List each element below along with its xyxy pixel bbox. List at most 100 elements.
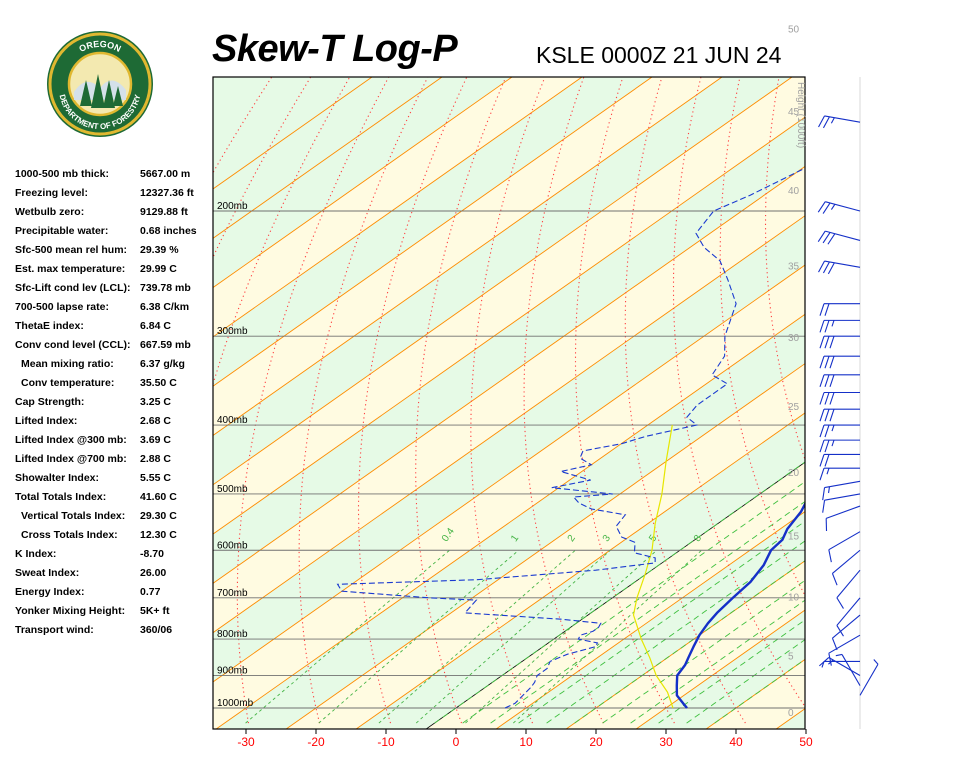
index-value: 29.99 C	[140, 263, 177, 275]
wind-barb-flag	[819, 454, 825, 467]
index-value: 3.69 C	[140, 434, 171, 446]
wind-barb	[828, 634, 861, 666]
index-label: Showalter Index:	[15, 472, 100, 484]
dry-adiabat	[415, 77, 507, 724]
pressure-label: 600mb	[217, 540, 248, 551]
wind-barb-flag	[827, 233, 836, 245]
mixing-ratio-line	[245, 549, 450, 724]
mixing-ratio-line	[512, 549, 702, 724]
wind-barb-flag	[829, 392, 835, 405]
x-tick-label: 30	[659, 735, 673, 749]
index-value: 0.77	[140, 586, 161, 598]
height-tick-label: 20	[788, 468, 800, 479]
index-label: K Index:	[15, 548, 57, 560]
mixing-ratio-label: 3	[601, 533, 613, 544]
index-value: 6.37 g/kg	[140, 358, 185, 370]
dewpoint-trace	[336, 167, 805, 709]
wind-barb	[817, 201, 861, 214]
index-value: 12.30 C	[140, 529, 177, 541]
height-tick-label: 40	[788, 186, 800, 197]
wind-barb-flag	[824, 374, 830, 388]
isotherm-line	[213, 165, 805, 584]
wind-barb	[818, 115, 861, 129]
chart-title: Skew-T Log-P	[212, 28, 458, 70]
index-row: Cap Strength: 3.25 C	[15, 396, 215, 415]
pressure-label: 200mb	[217, 201, 248, 212]
x-tick-label: 20	[589, 735, 603, 749]
wind-barb-shaft	[825, 230, 861, 241]
index-label: Wetbulb zero:	[15, 206, 85, 218]
index-value: 2.88 C	[140, 453, 171, 465]
wind-barb	[828, 531, 861, 563]
wind-barb	[831, 549, 861, 586]
index-value: 6.84 C	[140, 320, 171, 332]
wind-barb-flag	[818, 115, 826, 128]
wind-barb-half	[821, 661, 825, 668]
height-tick-label: 45	[788, 107, 800, 118]
wind-barb-flag	[828, 653, 832, 666]
mixing-ratio-label: 2	[566, 533, 578, 544]
index-row: Conv cond level (CCL): 667.59 mb	[15, 339, 215, 358]
station-time-label: KSLE 0000Z 21 JUN 24	[536, 42, 782, 68]
wind-barb-shaft	[824, 115, 861, 123]
wind-barb-flag	[836, 625, 844, 637]
index-label: 700-500 lapse rate:	[15, 301, 109, 313]
wind-barb-flag	[819, 424, 825, 438]
mixing-ratio-line	[465, 549, 658, 724]
wind-barb-flag	[819, 439, 825, 453]
wind-barb-half	[831, 320, 835, 327]
pressure-label: 1000mb	[217, 698, 254, 709]
wind-barb-half	[873, 659, 879, 665]
height-tick-label: 50	[788, 24, 800, 35]
index-label: Total Totals Index:	[15, 491, 107, 503]
wind-barb-flag	[824, 392, 830, 405]
index-label: Energy Index:	[15, 586, 85, 598]
x-tick-label: 40	[729, 735, 743, 749]
index-value: -8.70	[140, 548, 164, 560]
index-row: Lifted Index: 2.68 C	[15, 415, 215, 434]
index-label: Conv temperature:	[21, 377, 115, 389]
wind-barb-flag	[829, 374, 835, 388]
wind-barb-flag	[819, 392, 825, 405]
wind-barb-shaft	[824, 493, 861, 501]
wind-barb-flag	[829, 355, 835, 369]
index-row: Mean mixing ratio: 6.37 g/kg	[15, 358, 215, 377]
temperature-band	[213, 77, 805, 535]
wind-barb-flag	[836, 597, 844, 609]
isotherm-line	[213, 77, 653, 387]
wind-barb	[819, 335, 860, 349]
index-value: 5K+ ft	[140, 605, 170, 617]
wind-barb-half	[835, 653, 843, 657]
wind-barb-flag	[822, 500, 826, 513]
dry-adiabat	[894, 0, 960, 723]
wind-barb-flag	[828, 549, 832, 563]
svg-text:OREGON: OREGON	[77, 39, 122, 54]
index-value: 5.55 C	[140, 472, 171, 484]
x-tick-label: 0	[453, 735, 460, 749]
index-label: Transport wind:	[15, 624, 94, 636]
wind-barb-flag	[824, 439, 830, 453]
isotherm-line	[635, 609, 805, 729]
isotherm-line	[215, 313, 805, 729]
wind-barb	[819, 374, 860, 388]
isotherm-line	[285, 363, 805, 729]
index-label: Cross Totals Index:	[21, 529, 118, 541]
wind-barb-half	[830, 117, 835, 124]
wind-barb	[835, 653, 861, 686]
wind-barb-shaft	[828, 531, 861, 551]
pressure-label: 500mb	[217, 484, 248, 495]
stability-indices-panel: 1000-500 mb thick: 5667.00 m Freezing leve…	[15, 168, 215, 643]
wind-barb-shaft	[828, 656, 861, 676]
wind-barb	[819, 355, 860, 369]
isotherm-line	[213, 215, 805, 634]
index-label: Lifted Index @700 mb:	[15, 453, 127, 465]
index-label: Vertical Totals Index:	[21, 510, 126, 522]
height-tick-label: 15	[788, 531, 800, 542]
index-label: Lifted Index:	[15, 415, 78, 427]
wind-barb	[818, 260, 861, 275]
index-row: Lifted Index @700 mb: 2.88 C	[15, 453, 215, 472]
index-row: 700-500 lapse rate: 6.38 C/km	[15, 301, 215, 320]
index-label: Mean mixing ratio:	[21, 358, 114, 370]
wind-barb-flag	[831, 573, 838, 586]
index-row: Showalter Index: 5.55 C	[15, 472, 215, 491]
